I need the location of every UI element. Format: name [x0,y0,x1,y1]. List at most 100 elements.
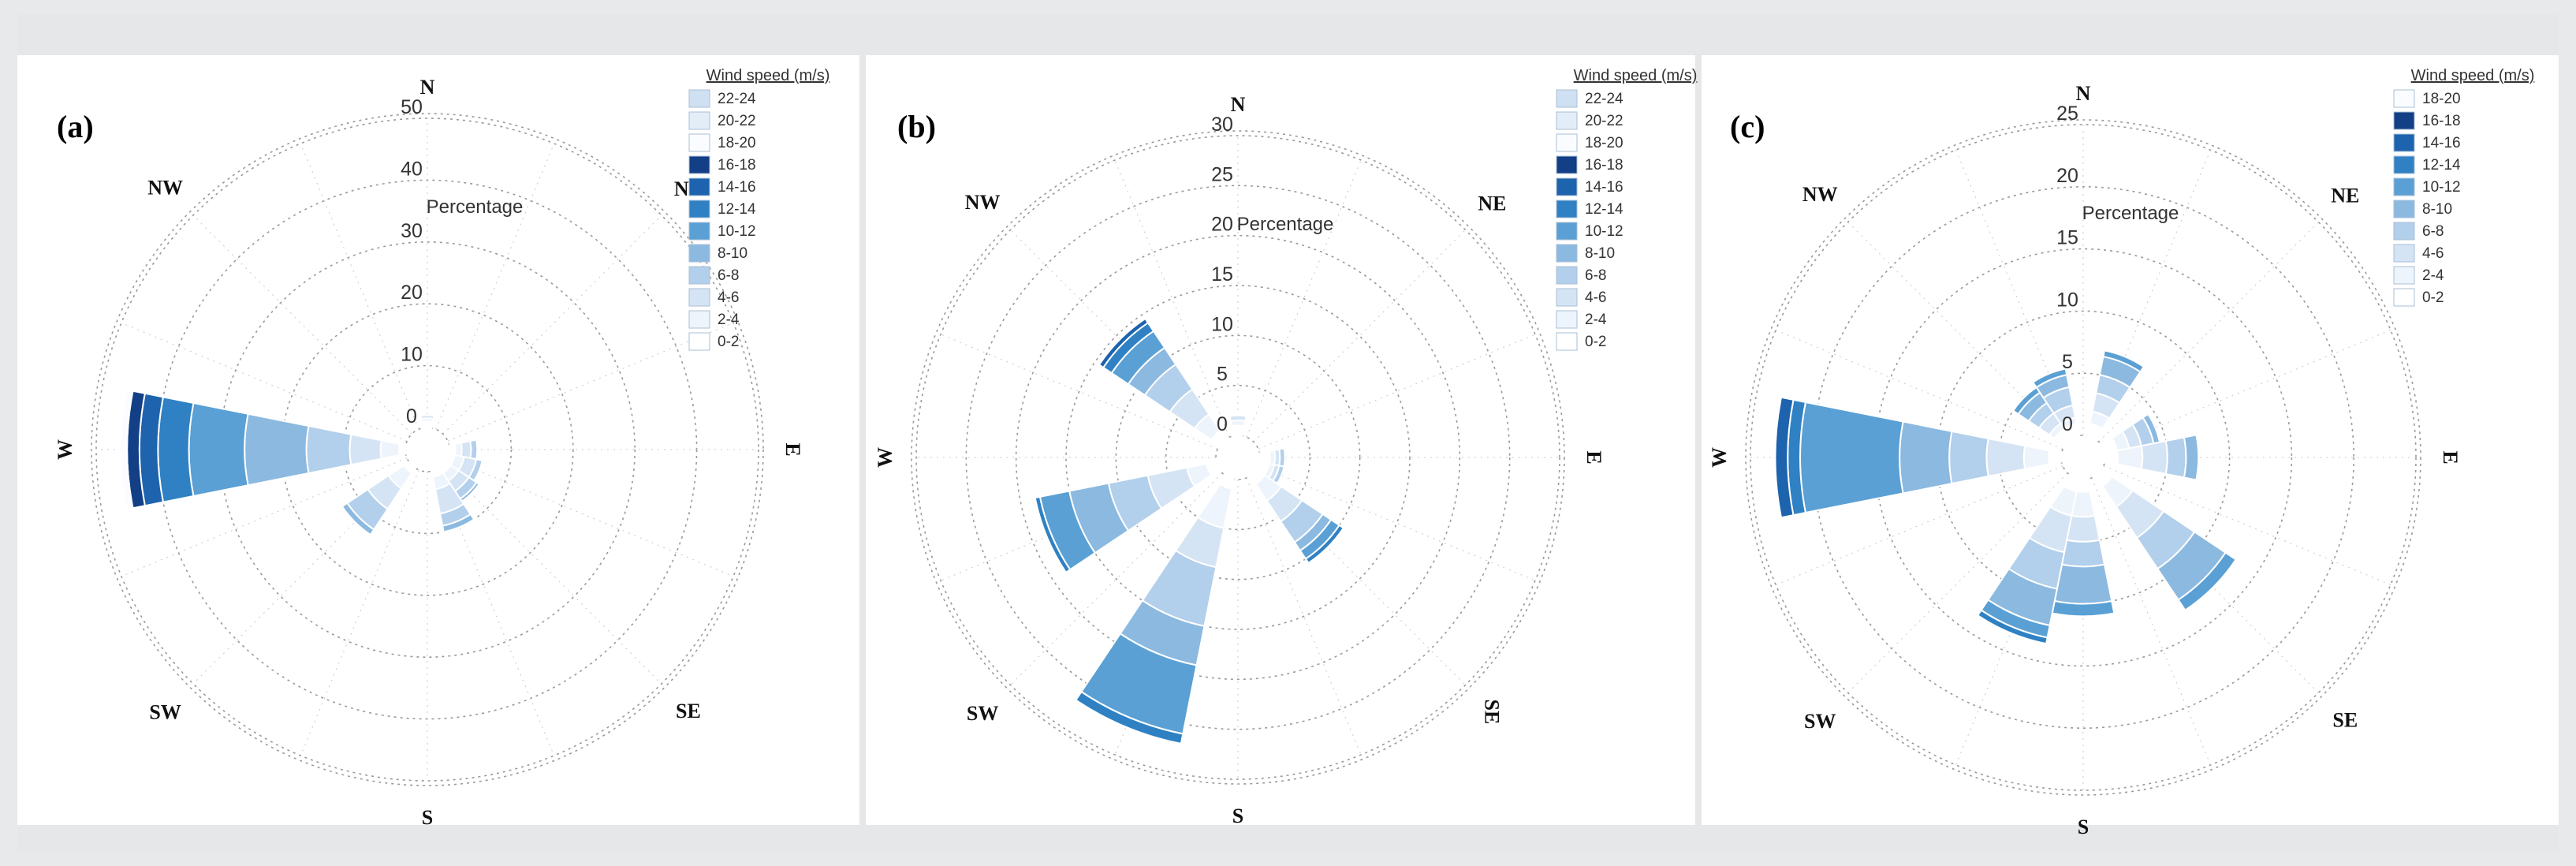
radial-tick-label: 15 [1211,263,1233,286]
bar-segment-N-4-6 [1228,414,1247,423]
compass-label-se: SE [676,700,701,722]
legend-label: 4-6 [718,289,739,306]
legend-label: 12-14 [2422,157,2461,174]
compass-label-sw: SW [1804,710,1836,733]
legend-label: 14-16 [1585,179,1624,196]
grid-circle [1165,384,1311,531]
bar-segment-W-10-12 [1799,401,1904,514]
grid-spoke [442,465,662,685]
grid-spoke [1253,230,1466,442]
radial-tick-label: 20 [2056,165,2078,187]
legend-label: 22-24 [1585,91,1624,107]
bar-segment-E-6-8 [469,439,479,461]
panel-label: (a) [57,109,94,144]
bar-segment-NNE-10-12 [2102,349,2145,373]
legend-swatch [688,133,710,152]
legend: Wind speed (m/s) 18-20 16-18 14-16 12-14 10-1… [2393,67,2535,307]
compass-label-e: E [1583,450,1605,464]
wind-rose-panel: 0 5 10 15 20 25 30 Percentage N NE E SE S SW W NW (b) Win… [866,55,1697,827]
legend-swatch [688,111,710,130]
bar-segment-N-4-6 [419,414,435,420]
bar-segment-E-2-4 [2116,445,2144,470]
legend-label: 18-20 [1585,135,1624,151]
grid-spoke [300,143,419,430]
grid-circle [1115,334,1361,580]
legend-label: 16-18 [1585,157,1624,174]
compass-label-s: S [2078,816,2089,838]
bar-segment-E-4-6 [460,440,472,459]
legend-swatch [688,310,710,329]
legend-swatch [2393,266,2415,285]
legend-swatch [2393,177,2415,196]
bar-segment-S-4-6 [2065,514,2101,543]
radial-tick-label: 20 [1211,214,1233,236]
legend-label: 4-6 [2422,245,2444,262]
compass-label-w: W [1708,447,1731,468]
legend-swatch [1556,244,1578,263]
grid-spoke [300,469,419,756]
radial-tick-label: 15 [2056,227,2078,249]
compass-label-ne: NE [2331,185,2359,207]
grid-circle [95,118,759,782]
radial-axis-label: Percentage [2082,203,2179,224]
bar-segment-S-10-12 [2051,599,2116,618]
legend-label: 10-12 [718,223,756,240]
bar-segment-W-18-20 [120,389,134,510]
radial-tick-label: 30 [401,220,423,242]
legend-swatch [1556,288,1578,307]
compass-label-n: N [420,76,435,99]
compass-label-se: SE [1480,700,1503,725]
legend-label: 8-10 [2422,201,2452,218]
legend-label: 14-16 [2422,135,2461,151]
legend-swatch [1556,89,1578,108]
wind-rose-bars [1774,349,2238,645]
bar-segment-S-8-10 [2053,563,2113,605]
grid-spoke [1775,330,2063,450]
grid-circle [1065,285,1411,630]
legend-swatch [688,177,710,196]
legend-swatch [688,288,710,307]
legend-swatch [688,244,710,263]
compass-label-s: S [422,806,433,829]
compass-label-n: N [1231,93,1246,116]
legend-label: 14-16 [718,179,756,196]
bar-segment-W-2-4 [379,439,401,460]
radial-axis-label: Percentage [427,196,524,218]
legend-swatch [2393,288,2415,307]
legend-title: Wind speed (m/s) [2411,67,2535,84]
legend-label: 16-18 [718,157,756,174]
grid-spoke [1258,334,1536,450]
legend-swatch [1556,133,1578,152]
bar-segment-W-14-16 [1774,396,1795,519]
grid-spoke [121,322,408,442]
figure: 0 10 20 30 40 50 Percentage N NE E SE S SW W NW (a) Wind… [17,14,2559,852]
grid-spoke [192,215,412,435]
legend-swatch [688,266,710,285]
grid-spoke [1847,472,2068,693]
wind-rose-bars [1034,317,1345,745]
grid-circle [342,364,513,535]
legend-label: 6-8 [1585,267,1606,284]
bar-segment-NNW-10-12 [2031,368,2068,389]
bar-segment-S-6-8 [2060,539,2106,568]
legend-title: Wind speed (m/s) [706,67,830,84]
bar-segment-NW-14-16 [1098,317,1150,369]
grid-spoke [2103,465,2391,585]
grid-circle [1811,185,2355,730]
radial-tick-label: 25 [1211,163,1233,185]
bar-segment-W-2-4 [2022,445,2051,470]
legend-label: 18-20 [718,135,756,151]
legend-swatch [688,332,710,351]
grid-spoke [2098,222,2319,442]
compass-label-s: S [1232,804,1243,827]
legend-label: 12-14 [718,201,756,218]
legend-label: 2-4 [718,312,740,328]
grid-spoke [447,457,734,577]
wind-rose-chart: 0 5 10 15 20 25 30 Percentage N NE E SE S SW W NW (b) Win… [874,67,1697,827]
bar-segment-N-0-2 [1230,424,1246,437]
panel-label: (b) [897,109,936,144]
radial-tick-label: 0 [1217,413,1228,435]
wind-rose-bars [120,389,483,536]
legend-swatch [2393,155,2415,174]
grid-circle [1015,234,1461,681]
